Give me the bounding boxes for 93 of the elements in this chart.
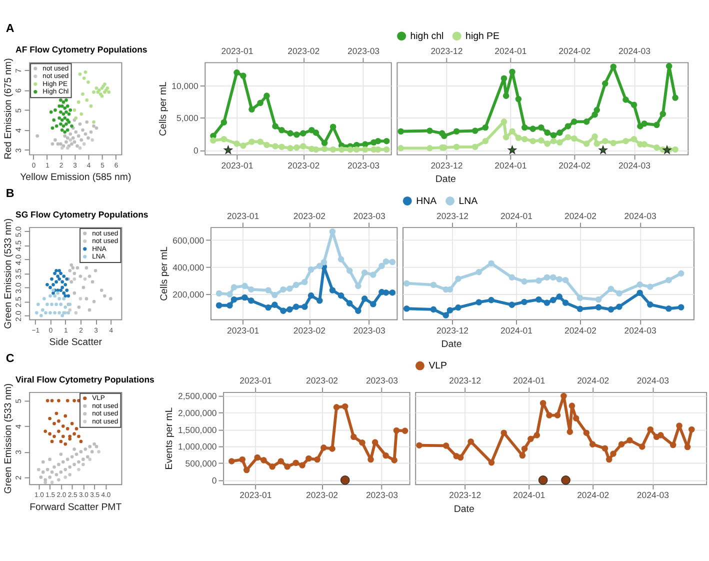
y-tick-label: 4.5 bbox=[14, 240, 23, 252]
y-tick-label: 5.0 bbox=[14, 226, 23, 238]
x2-tick-label: 2024-01 bbox=[513, 376, 546, 386]
x-tick-label: 2023-12 bbox=[449, 490, 482, 500]
x2-tick-label: 2024-02 bbox=[564, 210, 597, 221]
x2-tick-label: 2023-02 bbox=[288, 46, 320, 56]
chart-title: Viral Flow Cytometry Populations bbox=[16, 374, 155, 384]
x-tick-label: 2023-02 bbox=[306, 490, 338, 500]
text: A bbox=[6, 22, 15, 36]
x2-tick-label: 2024-03 bbox=[618, 46, 651, 56]
y-axis-title: Green Emission (533 nm) bbox=[3, 218, 14, 329]
chart-title: AF Flow Cytometry Populations bbox=[16, 44, 148, 54]
y-tick-label: 2.0 bbox=[14, 310, 23, 322]
y-tick-label: 3.0 bbox=[14, 282, 23, 294]
x2-tick-label: 2024-01 bbox=[494, 46, 527, 56]
x2-tick-label: 2023-02 bbox=[306, 376, 338, 386]
legend-label: high chl bbox=[410, 30, 444, 42]
y-tick-label: 4 bbox=[14, 128, 23, 133]
x-axis-title: Forward Scatter PMT bbox=[30, 502, 122, 513]
x2-tick-label: 2023-01 bbox=[227, 210, 260, 221]
y-tick-label: 400,000 bbox=[172, 262, 204, 272]
legend-label: HNA bbox=[416, 196, 438, 207]
y-tick-label: 5 bbox=[14, 398, 23, 404]
y-tick-label: 0 bbox=[193, 146, 198, 156]
x-tick-label: 2024-01 bbox=[513, 490, 546, 500]
y-axis-title: Cells per mL bbox=[158, 80, 169, 136]
x-tick-label: 2023-03 bbox=[348, 160, 380, 170]
x-axis-title: Side Scatter bbox=[49, 336, 103, 348]
x-axis-title: Date bbox=[435, 174, 456, 185]
y-axis-title: Green Emission (533 nm) bbox=[3, 383, 14, 494]
y-tick-label: 3 bbox=[14, 148, 23, 153]
chart-title: SG Flow Cytometry Populations bbox=[16, 209, 148, 220]
x-tick-label: 2023-02 bbox=[293, 325, 326, 336]
x-axis-title: Yellow Emission (585 nm) bbox=[20, 172, 132, 184]
x-axis-title: Date bbox=[441, 338, 462, 350]
x-tick-label: 2024-03 bbox=[636, 490, 670, 500]
y-tick-label: 0 bbox=[212, 476, 217, 486]
x-tick-label: 2024-03 bbox=[624, 325, 656, 336]
x2-tick-label: 2024-01 bbox=[500, 210, 533, 221]
y-tick-label: 200,000 bbox=[172, 290, 204, 300]
x-tick-label: 2024-01 bbox=[494, 160, 527, 170]
y-tick-label: 1,500,000 bbox=[178, 424, 217, 435]
x2-tick-label: 2024-03 bbox=[636, 376, 670, 386]
x2-tick-label: 2023-12 bbox=[449, 376, 482, 386]
y-tick-label: 10,000 bbox=[172, 80, 198, 91]
x-tick-label: 2023-01 bbox=[221, 160, 254, 170]
x2-tick-label: 2023-03 bbox=[348, 46, 380, 56]
x2-tick-label: 2024-03 bbox=[624, 210, 656, 221]
x2-tick-label: 2023-12 bbox=[430, 46, 463, 56]
x-tick-label: 2023-03 bbox=[353, 325, 386, 336]
x2-tick-label: 2023-01 bbox=[240, 376, 272, 386]
y-tick-label: 2,500,000 bbox=[178, 391, 217, 402]
y-axis-title: Red Emission (675 nm) bbox=[3, 58, 14, 160]
y-tick-label: 500,000 bbox=[185, 458, 217, 469]
x-tick-label: 2023-12 bbox=[430, 160, 463, 170]
y-axis-title: Cells per mL bbox=[158, 246, 170, 301]
legend-label: LNA bbox=[458, 196, 478, 207]
x-tick-label: 2023-12 bbox=[436, 325, 469, 336]
x2-tick-label: 2023-03 bbox=[366, 376, 398, 386]
y-tick-label: 4 bbox=[14, 424, 23, 429]
x2-tick-label: 2024-02 bbox=[558, 46, 591, 56]
x2-tick-label: 2023-01 bbox=[221, 46, 254, 56]
x-tick-label: 2023-01 bbox=[240, 490, 272, 500]
text: B bbox=[6, 187, 14, 200]
y-tick-label: 600,000 bbox=[172, 235, 204, 246]
x-tick-label: 2024-03 bbox=[618, 160, 651, 170]
y-tick-label: 3.5 bbox=[14, 268, 23, 280]
y-axis-title: Events per mL bbox=[164, 406, 176, 470]
x-axis-title: Date bbox=[454, 504, 474, 515]
x-tick-label: 2024-02 bbox=[577, 490, 610, 500]
y-tick-label: 5 bbox=[14, 108, 23, 113]
legend-label: high PE bbox=[466, 30, 500, 42]
y-tick-label: 2,000,000 bbox=[178, 408, 217, 418]
y-tick-label: 2.5 bbox=[14, 296, 23, 308]
x-tick-label: 2024-02 bbox=[558, 160, 591, 170]
x-tick-label: 2024-01 bbox=[500, 325, 533, 336]
x2-tick-label: 2023-03 bbox=[353, 210, 386, 221]
y-tick-label: 2 bbox=[14, 476, 23, 480]
x2-tick-label: 2023-02 bbox=[293, 210, 326, 221]
y-tick-label: 7 bbox=[14, 68, 23, 73]
y-tick-label: 4.0 bbox=[14, 254, 23, 266]
y-tick-label: 1,000,000 bbox=[178, 442, 217, 452]
x2-tick-label: 2023-12 bbox=[436, 210, 469, 221]
text: C bbox=[6, 352, 15, 365]
y-tick-label: 6 bbox=[14, 88, 23, 93]
x-tick-label: 2023-03 bbox=[366, 490, 398, 500]
y-tick-label: 5,000 bbox=[176, 113, 198, 124]
x-tick-label: 2023-02 bbox=[288, 160, 320, 170]
legend-label: VLP bbox=[428, 360, 448, 372]
x2-tick-label: 2024-02 bbox=[577, 376, 610, 386]
x-tick-label: 2024-02 bbox=[564, 325, 597, 336]
x-tick-label: 2023-01 bbox=[227, 325, 260, 336]
y-tick-label: 3 bbox=[14, 450, 23, 454]
